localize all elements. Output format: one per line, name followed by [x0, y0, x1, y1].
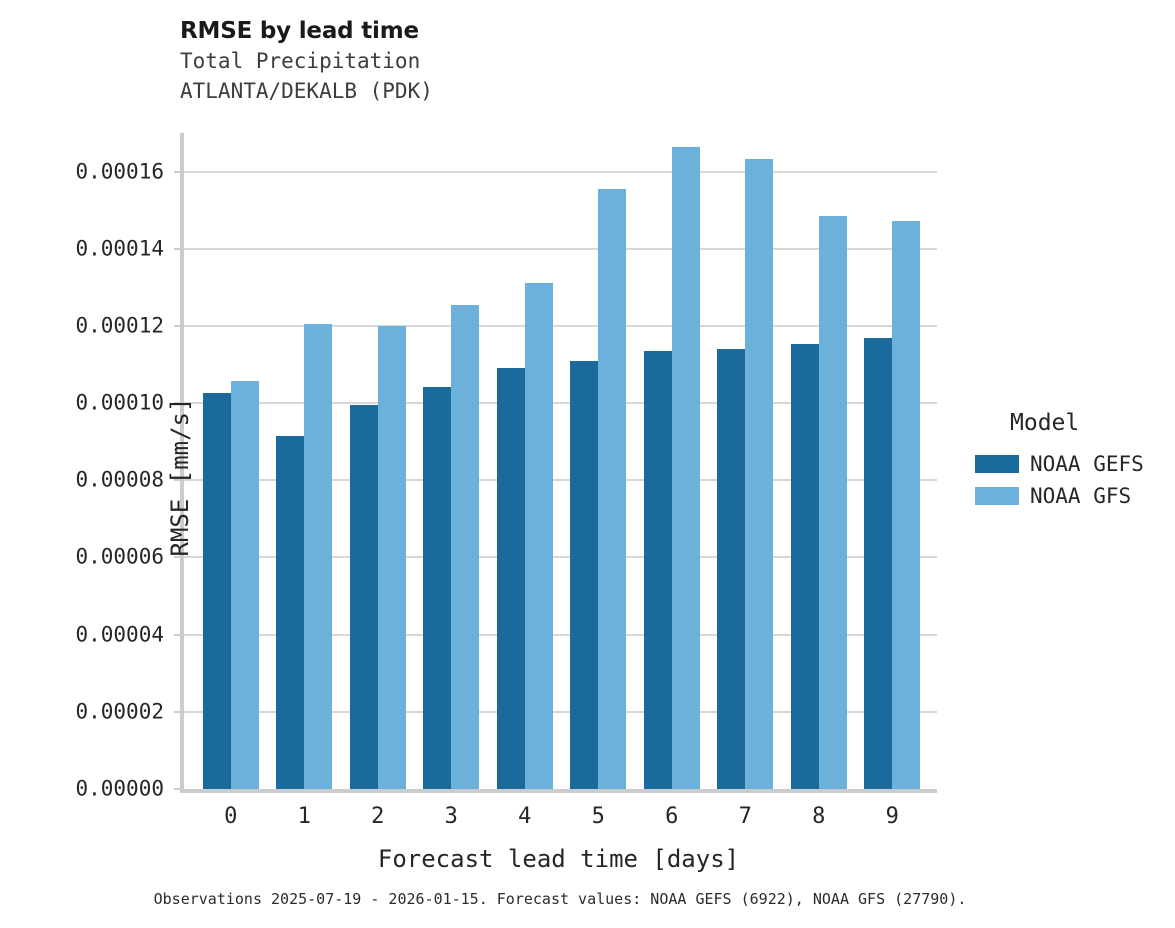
x-tick-label: 6	[665, 804, 679, 829]
x-axis-spine	[180, 789, 937, 793]
x-tick-label: 7	[738, 804, 752, 829]
y-axis-title: RMSE [mm/s]	[166, 397, 194, 557]
bar-noaa-gfs-day-2	[377, 325, 406, 789]
bar-noaa-gfs-day-4	[524, 282, 553, 789]
chart-subtitle-station: ATLANTA/DEKALB (PDK)	[180, 79, 433, 103]
y-tick-mark	[174, 247, 180, 250]
bar-noaa-gfs-day-1	[304, 324, 333, 789]
x-tick-label: 1	[297, 804, 311, 829]
title-block: RMSE by lead time Total Precipitation AT…	[180, 16, 960, 106]
legend: Model NOAA GEFS NOAA GFS	[975, 408, 1175, 512]
y-tick-mark	[174, 170, 180, 173]
bar-noaa-gfs-day-7	[745, 158, 774, 789]
x-tick-label: 2	[371, 804, 385, 829]
chart-subtitle-variable: Total Precipitation	[180, 49, 421, 73]
page-title: RMSE by lead time	[180, 18, 419, 44]
bar-noaa-gfs-day-0	[230, 381, 259, 789]
gridline	[184, 710, 937, 713]
gridline	[184, 556, 937, 559]
y-tick-mark	[174, 479, 180, 482]
bar-noaa-gfs-day-5	[598, 188, 627, 789]
y-tick-label: 0.00016	[75, 159, 164, 184]
bar-noaa-gfs-day-3	[451, 304, 480, 789]
y-tick-mark	[174, 556, 180, 559]
y-tick-label: 0.00006	[75, 544, 164, 569]
bar-noaa-gfs-day-8	[818, 215, 847, 789]
bar-noaa-gefs-day-1	[276, 435, 305, 789]
legend-label: NOAA GFS	[1030, 483, 1132, 508]
x-tick-label: 0	[224, 804, 238, 829]
y-tick-label: 0.00010	[75, 390, 164, 415]
y-tick-label: 0.00008	[75, 467, 164, 492]
bar-noaa-gefs-day-3	[423, 386, 452, 789]
bar-noaa-gefs-day-6	[643, 351, 672, 789]
gridline	[184, 170, 937, 173]
bar-noaa-gfs-day-9	[892, 220, 921, 789]
gridline	[184, 247, 937, 250]
legend-swatch-icon	[975, 455, 1019, 473]
y-tick-label: 0.00004	[75, 622, 164, 647]
y-tick-mark	[174, 710, 180, 713]
y-tick-mark	[174, 402, 180, 405]
bar-noaa-gefs-day-2	[349, 405, 378, 789]
y-tick-label: 0.00000	[75, 776, 164, 801]
legend-swatch-icon	[975, 487, 1019, 505]
y-axis-spine	[180, 133, 184, 793]
y-tick-label: 0.00002	[75, 699, 164, 724]
y-tick-mark	[174, 324, 180, 327]
bar-noaa-gefs-day-9	[864, 338, 893, 789]
x-tick-label: 8	[812, 804, 826, 829]
bar-noaa-gefs-day-0	[202, 393, 231, 789]
gridline	[184, 324, 937, 327]
gridline	[184, 479, 937, 482]
bar-noaa-gefs-day-7	[717, 349, 746, 789]
x-axis-title: Forecast lead time [days]	[377, 845, 740, 873]
y-tick-label: 0.00014	[75, 236, 164, 261]
x-tick-label: 3	[444, 804, 458, 829]
legend-label: NOAA GEFS	[1030, 451, 1144, 476]
gridline	[184, 633, 937, 636]
bar-noaa-gfs-day-6	[671, 146, 700, 789]
gridline	[184, 402, 937, 405]
legend-item-noaa-gfs[interactable]: NOAA GFS	[975, 480, 1175, 512]
legend-item-noaa-gefs[interactable]: NOAA GEFS	[975, 448, 1175, 480]
bar-noaa-gefs-day-4	[496, 368, 525, 789]
footer-caption: Observations 2025-07-19 - 2026-01-15. Fo…	[153, 890, 967, 908]
legend-title: Model	[1010, 410, 1080, 436]
x-tick-label: 5	[591, 804, 605, 829]
x-tick-label: 4	[518, 804, 532, 829]
y-tick-mark	[174, 633, 180, 636]
legend-items: NOAA GEFS NOAA GFS	[975, 448, 1175, 512]
plot-area: 0.00000 0.00002 0.00004 0.00006 0.00008 0.000…	[75, 133, 937, 873]
y-tick-label: 0.00012	[75, 313, 164, 338]
bar-noaa-gefs-day-5	[570, 361, 599, 789]
bar-noaa-gefs-day-8	[790, 344, 819, 789]
x-tick-label: 9	[885, 804, 899, 829]
y-tick-mark	[174, 788, 180, 790]
